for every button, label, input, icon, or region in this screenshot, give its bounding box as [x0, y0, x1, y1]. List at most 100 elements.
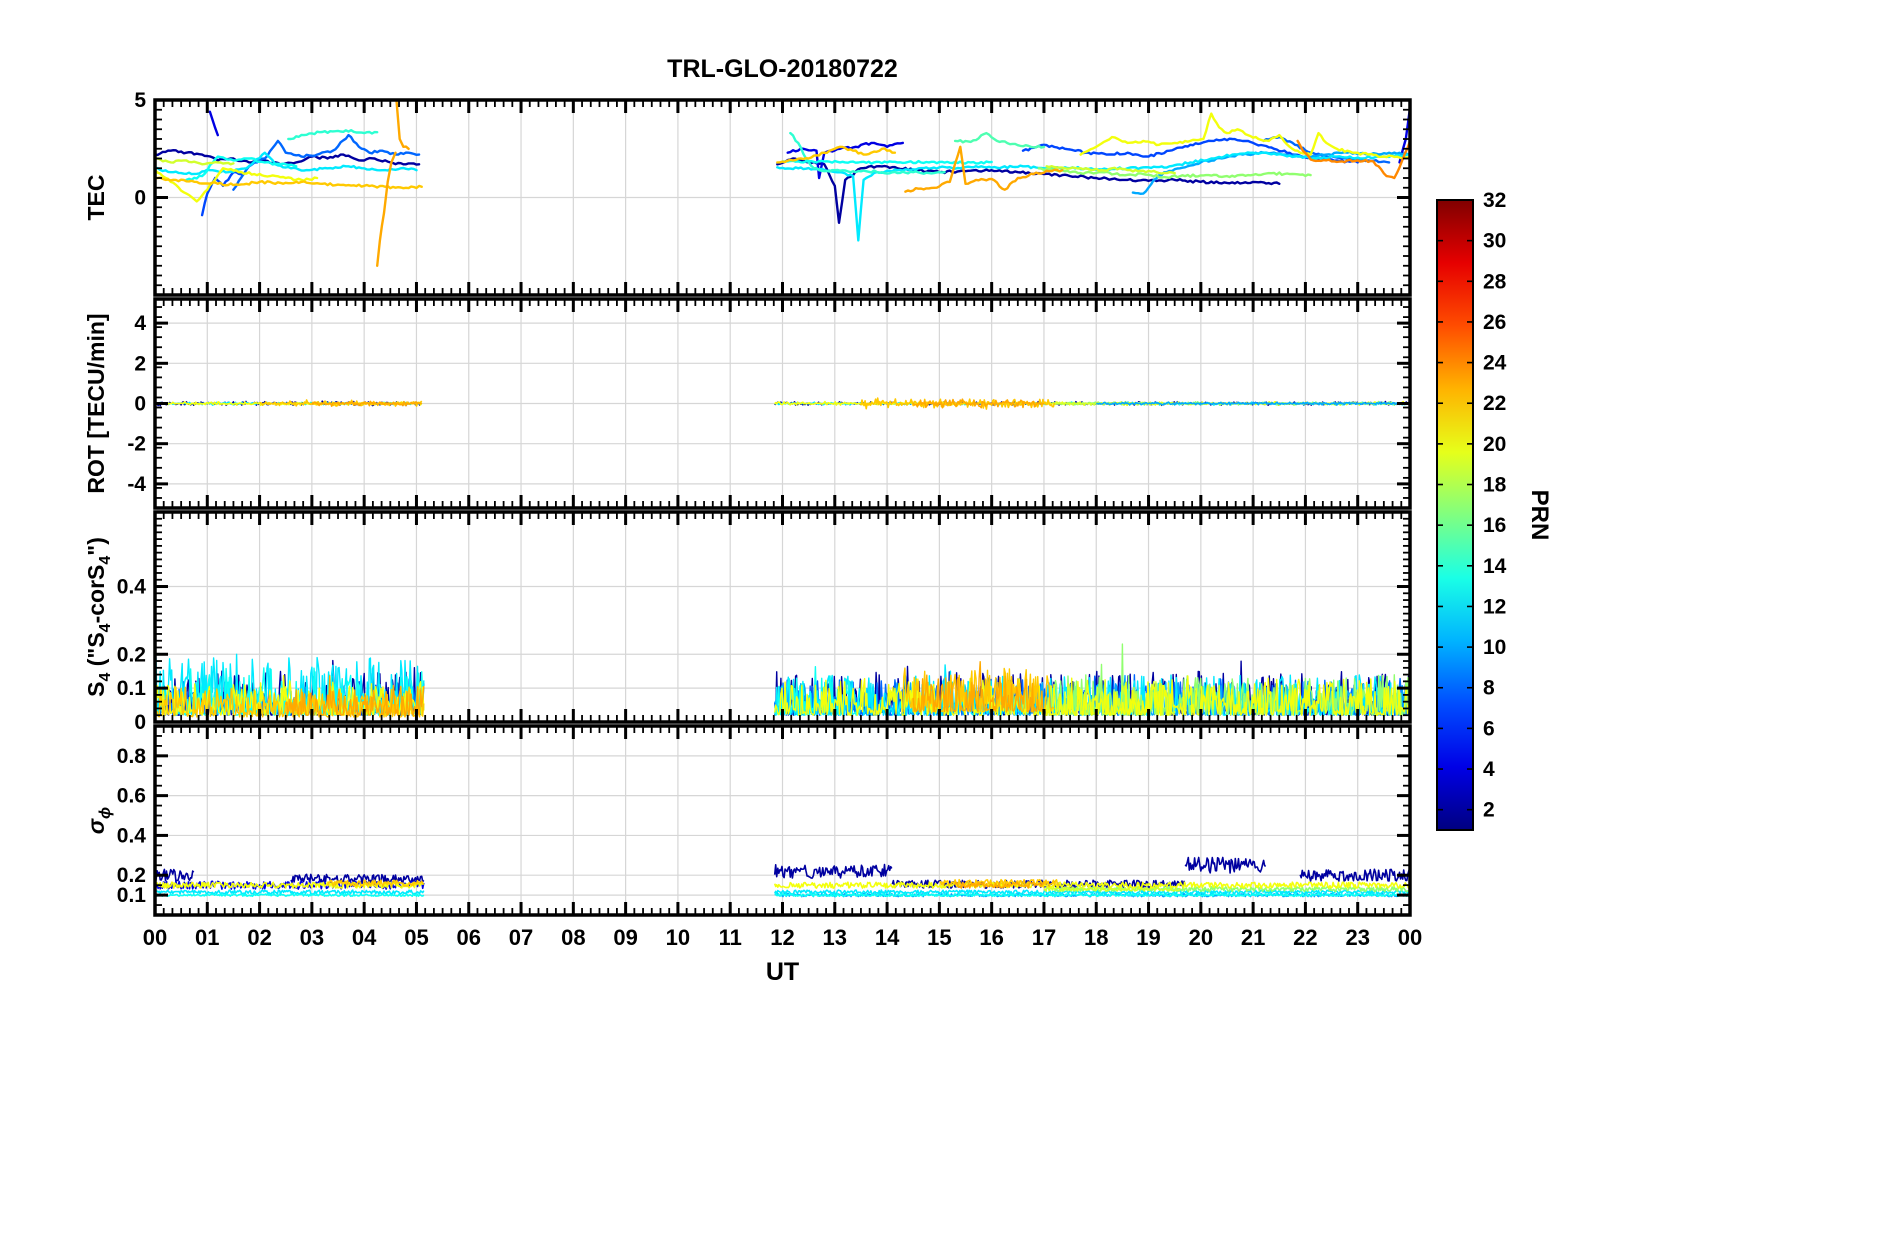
- colorbar-tick-label: 2: [1483, 799, 1495, 822]
- x-tick-label: 23: [1345, 925, 1369, 950]
- y-axis-label-s4: S4 ("S4-corS4"): [83, 537, 114, 697]
- series-prn-4: [155, 880, 425, 890]
- y-tick-label: 0.1: [117, 677, 147, 700]
- y-tick-label: 0.2: [117, 864, 146, 887]
- x-tick-label: 20: [1189, 925, 1213, 950]
- series-prn-13: [781, 159, 993, 165]
- x-tick-label: 18: [1084, 925, 1108, 950]
- series-prn-23: [954, 881, 1045, 889]
- series-prn-19: [1045, 164, 1176, 175]
- series-prn-2: [155, 148, 421, 166]
- series-prn-19: [155, 157, 235, 166]
- y-tick-label: 0: [134, 711, 146, 734]
- y-axis-label-rot: ROT [TECU/min]: [83, 313, 109, 493]
- x-tick-label: 15: [927, 925, 951, 950]
- series-prn-13: [774, 893, 1410, 898]
- x-tick-label: 12: [770, 925, 794, 950]
- y-tick-label: 0.8: [117, 745, 147, 768]
- y-tick-label: 4: [134, 312, 146, 335]
- y-tick-label: 0: [134, 187, 146, 210]
- colorbar-tick-label: 32: [1483, 189, 1506, 212]
- x-tick-label: 04: [352, 925, 377, 950]
- series-prn-4: [208, 110, 220, 137]
- series-prn-22: [326, 879, 424, 887]
- series-prn-19: [1043, 886, 1181, 892]
- x-tick-label: 08: [561, 925, 585, 950]
- series-prn-22: [155, 176, 423, 190]
- series-prn-23: [376, 151, 397, 267]
- x-tick-label: 10: [666, 925, 690, 950]
- series-prn-23: [904, 145, 1064, 193]
- x-tick-label: 19: [1136, 925, 1160, 950]
- x-tick-label: 14: [875, 925, 900, 950]
- y-tick-label: 5: [134, 89, 146, 112]
- colorbar-tick-label: 4: [1483, 758, 1495, 781]
- x-tick-label: 22: [1293, 925, 1317, 950]
- colorbar-tick-label: 28: [1483, 270, 1507, 293]
- x-tick-label: 01: [195, 925, 219, 950]
- series-prn-22: [776, 145, 897, 164]
- x-tick-label: 00: [143, 925, 167, 950]
- y-tick-label: 0: [134, 393, 146, 416]
- series-prn-23: [912, 398, 1045, 409]
- x-tick-label: 13: [823, 925, 847, 950]
- series-prn-2: [155, 868, 195, 882]
- colorbar-tick-label: 16: [1483, 514, 1506, 537]
- colorbar-tick-label: 18: [1483, 474, 1507, 497]
- panel-series-sigma_phi: [155, 856, 1410, 898]
- series-prn-8: [1262, 135, 1391, 164]
- x-tick-label: 16: [979, 925, 1003, 950]
- series-prn-14: [287, 128, 379, 141]
- y-tick-label: 0.4: [117, 824, 147, 847]
- x-tick-label: 06: [457, 925, 481, 950]
- series-prn-12: [773, 889, 1410, 895]
- panel-s4: 0 0.1 0.2 0.4S4 ("S4-corS4"): [83, 510, 1412, 734]
- series-prn-23: [285, 675, 425, 716]
- x-tick-label: 21: [1241, 925, 1265, 950]
- series-prn-8: [232, 133, 421, 191]
- y-tick-label: 0.2: [117, 643, 146, 666]
- y-axis-label-tec: TEC: [83, 175, 109, 221]
- colorbar-tick-label: 24: [1483, 352, 1507, 375]
- colorbar-tick-label: 30: [1483, 230, 1506, 253]
- panel-series-s4: [155, 643, 1410, 718]
- x-tick-label: 07: [509, 925, 533, 950]
- series-prn-14: [789, 131, 946, 175]
- series-prn-13: [155, 893, 425, 898]
- x-axis-label: UT: [765, 958, 800, 986]
- series-prn-23: [912, 661, 1045, 713]
- series-prn-17: [1053, 885, 1410, 893]
- series-prn-12: [155, 889, 425, 895]
- y-tick-label: -4: [127, 473, 146, 496]
- y-tick-label: 2: [134, 352, 146, 375]
- x-tick-label: 17: [1032, 925, 1056, 950]
- y-tick-label: 0.1: [117, 884, 147, 907]
- series-prn-24: [1296, 139, 1410, 180]
- colorbar-tick-label: 26: [1483, 311, 1506, 334]
- series-prn-2: [1299, 868, 1410, 882]
- chart-title: TRL-GLO-20180722: [667, 55, 898, 83]
- series-prn-23: [395, 100, 410, 151]
- series-prn-20: [1079, 112, 1410, 160]
- panel-series-rot: [155, 397, 1410, 410]
- series-prn-2: [773, 863, 893, 879]
- y-tick-label: 0.4: [117, 576, 147, 599]
- y-tick-label: -2: [127, 433, 146, 456]
- panel-series-tec: [155, 100, 1410, 267]
- series-prn-23: [311, 400, 423, 408]
- series-prn-2: [1184, 856, 1267, 874]
- x-tick-label: 09: [613, 925, 637, 950]
- x-tick-label: 00: [1398, 925, 1422, 950]
- colorbar-tick-label: 8: [1483, 677, 1495, 700]
- colorbar-tick-label: 14: [1483, 555, 1507, 578]
- colorbar-tick-label: 10: [1483, 636, 1506, 659]
- colorbar-label: PRN: [1526, 490, 1553, 541]
- colorbar-border: [1436, 199, 1474, 831]
- x-tick-label: 03: [300, 925, 324, 950]
- panel-sigma_phi: 0.10.2 0.4 0.6 0.8 σϕ: [83, 724, 1412, 917]
- x-tick-label: 02: [247, 925, 271, 950]
- panel-tec: 0 5 TEC: [83, 89, 1412, 297]
- colorbar-tick-label: 12: [1483, 595, 1506, 618]
- y-axis-label-sigma_phi: σϕ: [83, 807, 114, 834]
